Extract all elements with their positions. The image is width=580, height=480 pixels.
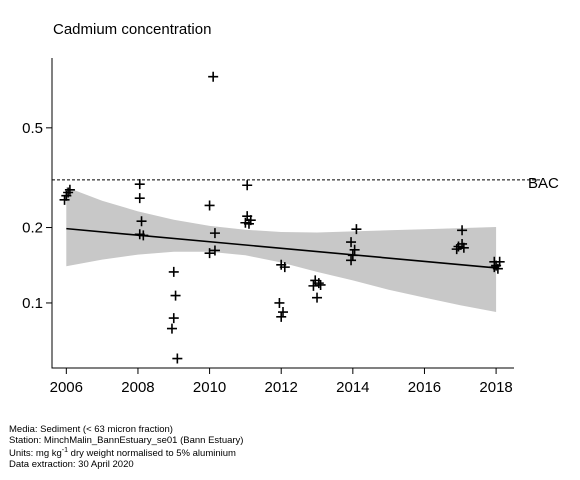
x-tick-label: 2008 xyxy=(121,379,154,396)
data-point xyxy=(172,353,183,364)
footer-media: Media: Sediment (< 63 micron fraction) xyxy=(9,424,173,435)
x-tick-label: 2018 xyxy=(479,379,512,396)
data-point xyxy=(243,218,254,229)
data-point xyxy=(134,179,145,190)
data-point xyxy=(457,225,468,236)
footer-units-prefix: Units: mg kg xyxy=(9,448,62,460)
data-points xyxy=(59,71,505,364)
x-tick-label: 2016 xyxy=(408,379,441,396)
y-axis: 0.1 0.2 0.5 xyxy=(22,120,52,312)
data-point xyxy=(351,224,362,235)
data-point xyxy=(279,262,290,273)
data-point xyxy=(204,200,215,211)
x-axis: 2006 2008 2010 2012 2014 2016 2018 xyxy=(50,368,513,396)
data-point xyxy=(209,228,220,239)
footer-units: Units: mg kg-1 dry weight normalised to … xyxy=(9,446,243,460)
trend-line xyxy=(66,227,497,269)
x-tick-label: 2010 xyxy=(193,379,226,396)
data-point xyxy=(242,180,253,191)
data-point xyxy=(458,242,469,253)
data-point xyxy=(204,248,215,259)
data-point xyxy=(312,292,323,303)
data-point xyxy=(276,311,287,322)
data-point xyxy=(170,290,181,301)
y-tick-label: 0.5 xyxy=(22,120,43,137)
data-point xyxy=(313,278,324,289)
data-point xyxy=(166,323,177,334)
footer-units-exponent: -1 xyxy=(61,447,69,455)
data-point xyxy=(59,194,70,205)
data-point xyxy=(278,307,288,318)
chart: Cadmium concentration BAC 2006 2008 2010 20… xyxy=(22,21,559,396)
x-tick-label: 2006 xyxy=(50,379,83,396)
data-point xyxy=(308,280,319,291)
data-point xyxy=(349,244,360,255)
data-point xyxy=(346,255,357,266)
data-point xyxy=(347,250,358,261)
data-point xyxy=(136,216,147,227)
y-tick-label: 0.1 xyxy=(22,295,43,312)
data-point xyxy=(168,313,179,324)
data-point xyxy=(134,193,145,204)
confidence-band xyxy=(66,187,497,312)
data-point xyxy=(315,279,326,290)
chart-footer: Media: Sediment (< 63 micron fraction) S… xyxy=(9,424,244,471)
axes-frame xyxy=(51,58,514,369)
y-tick-label: 0.2 xyxy=(22,220,43,237)
data-point xyxy=(209,245,220,256)
data-point xyxy=(208,71,219,82)
data-point xyxy=(138,230,149,241)
data-point xyxy=(168,266,179,277)
data-point xyxy=(451,244,462,255)
chart-title: Cadmium concentration xyxy=(53,21,211,38)
footer-station: Station: MinchMalin_BannEstuary_se01 (Ba… xyxy=(9,434,244,446)
data-point xyxy=(64,184,75,195)
plot-area: BAC xyxy=(51,58,559,369)
data-point xyxy=(274,297,285,308)
footer-units-suffix: dry weight normalised to 5% aluminium xyxy=(68,448,236,460)
data-point xyxy=(346,237,357,248)
x-tick-label: 2012 xyxy=(265,379,298,396)
footer-extraction: Data extraction: 30 April 2020 xyxy=(9,458,134,470)
x-tick-label: 2014 xyxy=(336,379,369,396)
data-point xyxy=(492,263,503,274)
bac-label: BAC xyxy=(528,175,559,192)
